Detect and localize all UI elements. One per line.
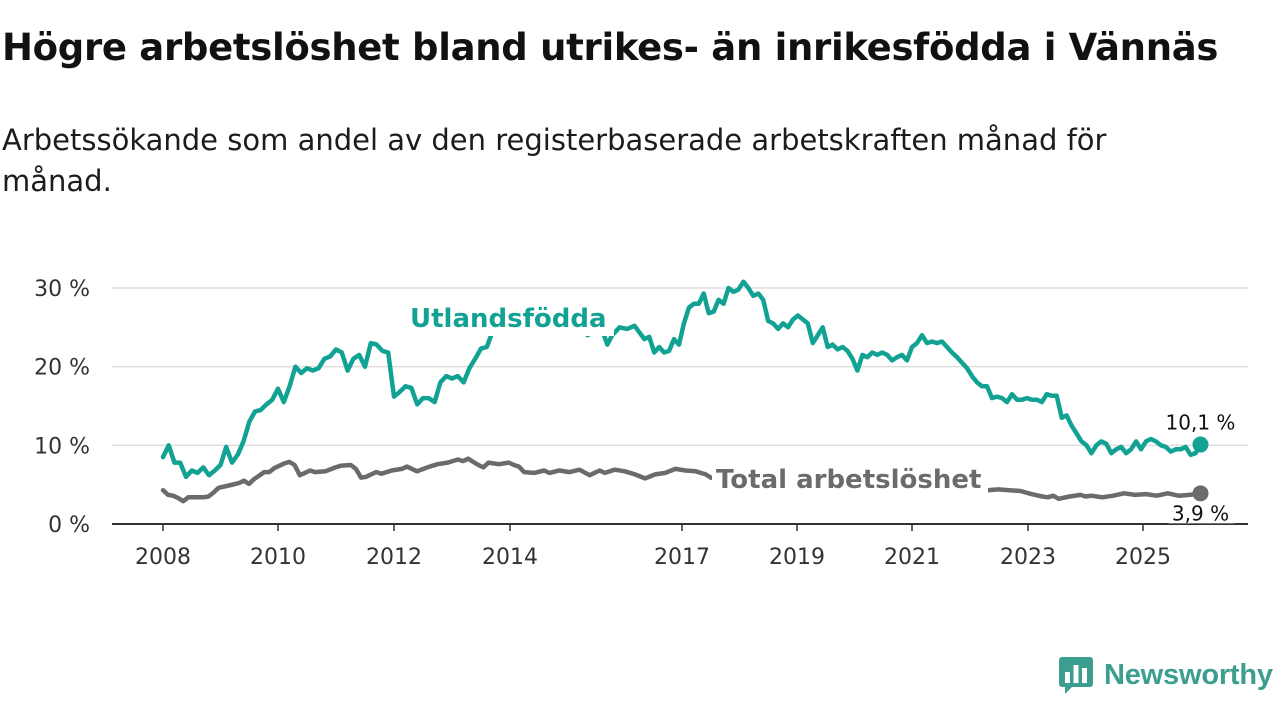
x-tick-label: 2019 — [769, 545, 825, 570]
x-tick-label: 2017 — [654, 545, 710, 570]
total-label-halo — [712, 460, 988, 496]
x-tick-label: 2012 — [366, 545, 422, 570]
utlandsfodda-line — [160, 279, 1203, 480]
x-tick-label: 2023 — [1000, 545, 1056, 570]
total-line — [160, 456, 1203, 504]
series-label-utlandsfodda: Utlandsfödda — [410, 304, 607, 334]
y-axis-ticks: 0 % 10 % 20 % 30 % — [34, 277, 90, 538]
series-label-total: Total arbetslöshet — [716, 465, 981, 495]
x-tick-label: 2021 — [884, 545, 940, 570]
series-lines — [160, 279, 1203, 504]
end-label-utlandsfodda: 10,1 % — [1166, 411, 1236, 435]
bar-chart-badge-icon — [1059, 657, 1093, 694]
chart-subtitle: Arbetssökande som andel av den registerb… — [2, 123, 1107, 198]
endpoint-total — [1192, 485, 1209, 502]
y-tick-label: 0 % — [48, 513, 90, 538]
x-tick-label: 2008 — [135, 545, 191, 570]
brand-name: Newsworthy — [1104, 658, 1273, 691]
y-tick-label: 10 % — [34, 434, 90, 459]
chart-title: Högre arbetslöshet bland utrikes- än inr… — [2, 26, 1219, 69]
gridlines — [112, 287, 1248, 525]
newsworthy-brand: Newsworthy — [1058, 654, 1273, 696]
end-label-total: 3,9 % — [1172, 501, 1229, 525]
endpoint-utlandsfodda — [1192, 436, 1209, 453]
utlandsfodda-label-halo — [404, 296, 614, 336]
x-axis-ticks: 2008 2010 2012 2014 2017 2019 2021 2023 2025 — [135, 524, 1171, 570]
x-tick-label: 2014 — [482, 545, 538, 570]
y-tick-label: 20 % — [34, 356, 90, 381]
x-tick-label: 2025 — [1115, 545, 1171, 570]
y-tick-label: 30 % — [34, 277, 90, 302]
series-labels: Utlandsfödda Total arbetslöshet 10,1 % 3,9 … — [404, 296, 1235, 525]
end-label-total-halo — [1168, 501, 1235, 524]
x-tick-label: 2010 — [250, 545, 306, 570]
